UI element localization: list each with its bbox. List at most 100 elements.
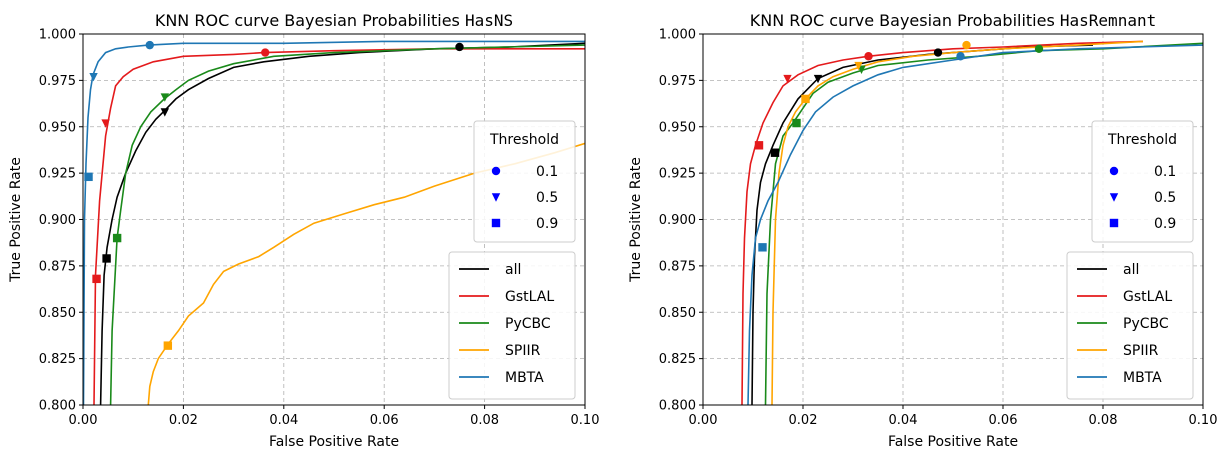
x-tick-label: 0.06	[989, 413, 1018, 428]
series-lines	[741, 40, 1203, 405]
x-tick-label: 0.08	[1089, 413, 1118, 428]
x-tick-label: 0.00	[689, 413, 718, 428]
y-tick-label: 1.000	[39, 28, 76, 43]
x-axis-label: False Positive Rate	[269, 434, 399, 450]
threshold-marker-all	[813, 74, 823, 84]
legend-label-all: all	[505, 262, 521, 278]
series-line-pycbc	[109, 44, 585, 405]
x-tick-label: 0.04	[269, 413, 298, 428]
x-tick-label: 0.04	[889, 413, 918, 428]
threshold-marker-all	[160, 108, 170, 117]
threshold-circle-icon	[491, 166, 501, 176]
y-tick-label: 0.800	[39, 399, 76, 414]
legend-label-pycbc: PyCBC	[505, 316, 551, 332]
x-tick-label: 0.10	[571, 413, 600, 428]
y-tick-label: 1.000	[659, 28, 696, 43]
threshold-marker-mbta	[956, 52, 965, 61]
threshold-marker-gstlal	[92, 274, 101, 284]
legend-label-gstlal: GstLAL	[1123, 289, 1172, 305]
threshold-marker-mbta	[89, 72, 98, 82]
threshold-legend-label: 0.1	[1154, 164, 1176, 180]
threshold-marker-all	[102, 254, 111, 263]
x-axis-label: False Positive Rate	[888, 434, 1018, 450]
chart-title-code: HasNS	[465, 11, 513, 30]
threshold-legend-title: Threshold	[489, 132, 559, 148]
y-tick-label: 0.975	[659, 74, 696, 89]
y-tick-label: 0.825	[39, 352, 76, 367]
chart-title-text: KNN ROC curve Bayesian Probabilities	[750, 11, 1060, 30]
y-tick-label: 0.825	[659, 352, 696, 367]
threshold-legend-label: 0.9	[536, 216, 558, 232]
series-line-gstlal	[93, 47, 585, 405]
y-tick-label: 0.850	[659, 306, 696, 321]
threshold-marker-pycbc	[160, 93, 170, 102]
threshold-square-icon	[1109, 218, 1119, 228]
threshold-marker-gstlal	[101, 119, 110, 128]
threshold-legend-label: 0.5	[536, 190, 558, 206]
threshold-legend: Threshold 0.1 0.5 0.9	[1091, 120, 1194, 243]
y-tick-label: 0.900	[659, 213, 696, 228]
threshold-marker-gstlal	[261, 48, 270, 57]
threshold-legend-label: 0.9	[1154, 216, 1176, 232]
y-tick-label: 0.875	[39, 259, 76, 274]
threshold-triangle-down-icon	[491, 193, 501, 202]
threshold-marker-mbta	[145, 40, 154, 50]
series-legend-box	[1066, 251, 1194, 400]
y-tick-label: 0.850	[39, 306, 76, 321]
y-tick-label: 0.800	[659, 399, 696, 414]
x-tick-label: 0.06	[370, 413, 399, 428]
legend-label-mbta: MBTA	[1123, 370, 1162, 386]
series-line-gstlal	[741, 40, 1144, 405]
chart-title-text: KNN ROC curve Bayesian Probabilities	[155, 11, 465, 30]
chart-title-code: HasRemnant	[1060, 11, 1156, 30]
x-tick-label: 0.02	[789, 413, 818, 428]
y-axis-label: True Positive Rate	[628, 157, 644, 283]
y-tick-label: 0.975	[39, 74, 76, 89]
threshold-marker-mbta	[758, 243, 767, 252]
chart-title: KNN ROC curve Bayesian Probabilities Has…	[155, 11, 513, 30]
y-tick-label: 0.925	[659, 167, 696, 182]
y-tick-label: 0.875	[659, 259, 696, 274]
series-legend-box	[448, 251, 576, 400]
threshold-legend: Threshold 0.1 0.5 0.9	[473, 120, 576, 243]
y-tick-label: 0.900	[39, 213, 76, 228]
threshold-marker-gstlal	[783, 74, 792, 84]
y-axis-label: True Positive Rate	[8, 157, 24, 283]
legend-label-all: all	[1123, 262, 1139, 278]
threshold-marker-gstlal	[754, 141, 764, 150]
threshold-marker-spiir	[163, 341, 173, 350]
threshold-marker-all	[455, 42, 464, 52]
legend-label-spiir: SPIIR	[1123, 343, 1159, 359]
threshold-marker-pycbc	[792, 118, 801, 128]
x-tick-label: 0.02	[169, 413, 198, 428]
x-tick-label: 0.00	[69, 413, 98, 428]
threshold-marker-pycbc	[1034, 44, 1044, 54]
threshold-marker-mbta	[84, 172, 93, 182]
y-tick-label: 0.950	[39, 120, 76, 135]
series-legend: all GstLAL PyCBC SPIIR MBTA	[1066, 251, 1194, 400]
threshold-marker-spiir	[962, 40, 971, 50]
series-legend: all GstLAL PyCBC SPIIR MBTA	[448, 251, 576, 400]
threshold-legend-label: 0.1	[536, 164, 558, 180]
chart-title: KNN ROC curve Bayesian Probabilities Has…	[750, 11, 1156, 30]
series-line-spiir	[771, 40, 1144, 405]
threshold-legend-label: 0.5	[1154, 190, 1176, 206]
legend-label-spiir: SPIIR	[505, 343, 541, 359]
legend-label-gstlal: GstLAL	[505, 289, 554, 305]
threshold-legend-box	[473, 120, 576, 243]
threshold-marker-spiir	[801, 94, 810, 104]
roc-panel-1: 0.00 0.02 0.04 0.06 0.08 0.10 0.800 0.825 0.850 0…	[8, 11, 599, 450]
threshold-legend-box	[1091, 120, 1194, 243]
x-tick-label: 0.08	[470, 413, 499, 428]
threshold-square-icon	[491, 218, 501, 228]
threshold-marker-pycbc	[112, 233, 122, 243]
roc-panel-2: 0.00 0.02 0.04 0.06 0.08 0.10 0.800 0.825 0.850 0…	[628, 11, 1217, 450]
y-tick-label: 0.950	[659, 120, 696, 135]
threshold-marker-gstlal	[864, 52, 873, 61]
y-tick-label: 0.925	[39, 167, 76, 182]
legend-label-pycbc: PyCBC	[1123, 316, 1169, 332]
threshold-legend-title: Threshold	[1107, 132, 1177, 148]
threshold-marker-all	[933, 48, 943, 57]
threshold-marker-all	[770, 148, 780, 157]
